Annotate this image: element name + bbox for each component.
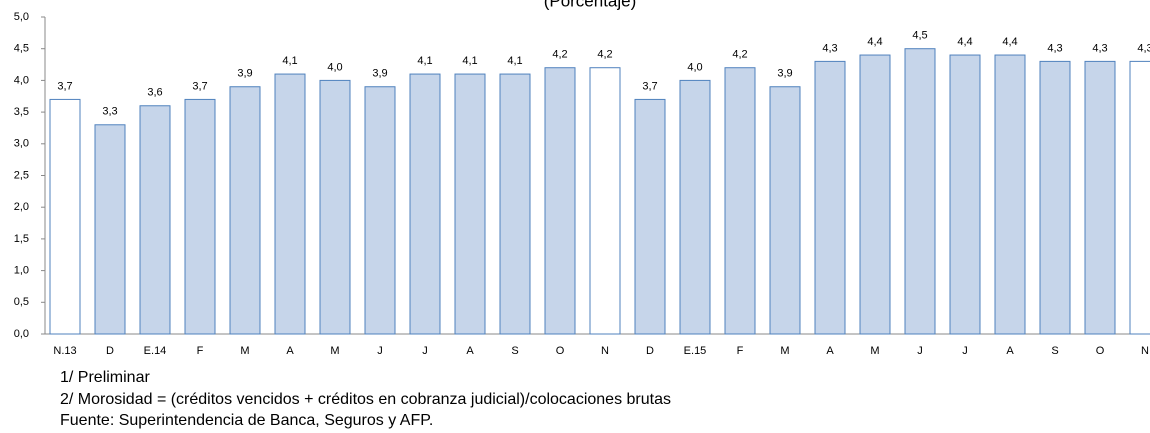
bar — [94, 124, 126, 335]
bar — [229, 86, 261, 335]
bar — [364, 86, 396, 335]
data-label: 4,1 — [507, 55, 522, 67]
bar — [634, 98, 666, 335]
y-tick-label: 1,0 — [14, 265, 29, 277]
data-label: 4,0 — [687, 61, 702, 73]
data-label: 3,9 — [372, 68, 387, 80]
x-tick-label: J — [377, 345, 383, 357]
data-label: 3,7 — [642, 80, 657, 92]
data-label: 4,3 — [1047, 42, 1062, 54]
data-label: 4,2 — [552, 49, 567, 61]
bar — [184, 98, 216, 335]
data-label: 4,4 — [867, 36, 882, 48]
data-label: 4,5 — [912, 30, 927, 42]
x-tick-label: E.15 — [684, 345, 707, 357]
data-label: 4,3 — [822, 42, 837, 54]
data-label: 3,3 — [102, 106, 117, 118]
data-label: 4,1 — [282, 55, 297, 67]
bar — [1039, 60, 1071, 335]
y-tick-label: 3,5 — [14, 106, 29, 118]
bar — [1084, 60, 1116, 335]
x-tick-label: M — [330, 345, 339, 357]
x-tick-label: J — [917, 345, 923, 357]
bar — [274, 73, 306, 335]
x-tick-label: A — [466, 345, 474, 357]
x-tick-label: S — [1051, 345, 1058, 357]
x-tick-label: N.13 — [53, 345, 76, 357]
bar — [769, 86, 801, 335]
y-tick-label: 2,5 — [14, 169, 29, 181]
note: Fuente: Superintendencia de Banca, Segur… — [60, 412, 433, 429]
note: 2/ Morosidad = (créditos vencidos + créd… — [60, 391, 671, 408]
data-label: 3,6 — [147, 87, 162, 99]
y-tick-label: 0,0 — [14, 328, 29, 340]
x-tick-label: N — [1141, 345, 1149, 357]
bar — [814, 60, 846, 335]
x-tick-label: O — [556, 345, 565, 357]
bar — [319, 79, 351, 335]
x-tick-label: F — [197, 345, 204, 357]
data-label: 3,9 — [237, 68, 252, 80]
bar — [589, 67, 621, 335]
x-tick-label: A — [286, 345, 294, 357]
data-label: 4,2 — [597, 49, 612, 61]
y-tick-label: 4,0 — [14, 74, 29, 86]
bar — [49, 98, 81, 335]
data-label: 4,2 — [732, 49, 747, 61]
y-tick-label: 4,5 — [14, 43, 29, 55]
bar — [544, 67, 576, 335]
chart-subtitle: (Porcentaje) — [544, 0, 637, 10]
bar — [409, 73, 441, 335]
x-tick-label: F — [737, 345, 744, 357]
x-tick-label: J — [422, 345, 428, 357]
data-label: 4,4 — [957, 36, 972, 48]
bar — [679, 79, 711, 335]
data-label: 3,9 — [777, 68, 792, 80]
x-tick-label: M — [870, 345, 879, 357]
x-tick-label: J — [962, 345, 968, 357]
bar — [454, 73, 486, 335]
bar — [949, 54, 981, 335]
data-label: 4,0 — [327, 61, 342, 73]
bar — [724, 67, 756, 335]
x-tick-label: N — [601, 345, 609, 357]
data-label: 3,7 — [192, 80, 207, 92]
x-tick-label: O — [1096, 345, 1105, 357]
x-tick-label: A — [1006, 345, 1014, 357]
data-label: 4,1 — [462, 55, 477, 67]
y-tick-label: 2,0 — [14, 201, 29, 213]
y-tick-label: 0,5 — [14, 296, 29, 308]
x-tick-label: M — [240, 345, 249, 357]
y-tick-label: 3,0 — [14, 138, 29, 150]
data-label: 3,7 — [57, 80, 72, 92]
x-tick-label: D — [646, 345, 654, 357]
data-label: 4,3 — [1137, 42, 1150, 54]
y-tick-label: 5,0 — [14, 11, 29, 23]
bar — [139, 105, 171, 335]
bar — [859, 54, 891, 335]
x-tick-label: D — [106, 345, 114, 357]
bar — [499, 73, 531, 335]
data-label: 4,3 — [1092, 42, 1107, 54]
bar — [994, 54, 1026, 335]
bar — [1129, 60, 1150, 335]
note: 1/ Preliminar — [60, 369, 150, 386]
y-tick-label: 1,5 — [14, 233, 29, 245]
x-tick-label: M — [780, 345, 789, 357]
data-label: 4,4 — [1002, 36, 1017, 48]
x-tick-label: A — [826, 345, 834, 357]
x-tick-label: E.14 — [144, 345, 167, 357]
data-label: 4,1 — [417, 55, 432, 67]
bar — [904, 48, 936, 335]
x-tick-label: S — [511, 345, 518, 357]
